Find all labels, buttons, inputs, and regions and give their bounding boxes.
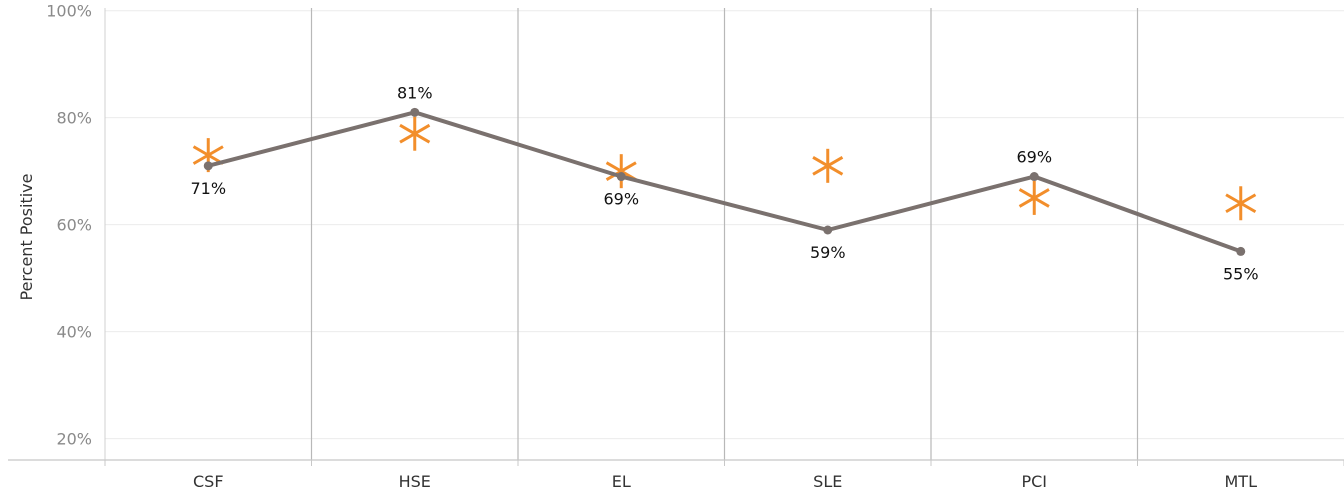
- line-point: [203, 161, 213, 171]
- x-tick-labels: CSF HSE EL SLE PCI MTL: [193, 472, 1257, 491]
- data-label: 69%: [603, 190, 639, 209]
- data-label: 81%: [397, 83, 433, 102]
- asterisk-point: [1225, 186, 1257, 221]
- line-point: [1029, 172, 1039, 182]
- series-asterisk-markers: [192, 116, 1257, 221]
- line-point: [823, 225, 833, 235]
- line-point: [410, 107, 420, 117]
- series-line-path: [207, 110, 1242, 254]
- x-tick-label: HSE: [399, 472, 431, 491]
- data-labels: 71% 81% 69% 59% 69% 55%: [190, 83, 1258, 283]
- line-point: [616, 172, 626, 182]
- x-tick-label: MTL: [1225, 472, 1258, 491]
- asterisk-point: [605, 154, 637, 189]
- y-tick-labels: 20% 40% 60% 80% 100%: [46, 2, 92, 449]
- y-tick-label: 80%: [56, 109, 92, 128]
- series-line: [203, 107, 1246, 256]
- asterisk-point: [1018, 180, 1050, 215]
- axes: [8, 8, 1344, 466]
- asterisk-point: [399, 116, 431, 151]
- y-tick-label: 60%: [56, 216, 92, 235]
- x-tick-label: EL: [612, 472, 631, 491]
- category-dividers: [310, 8, 1139, 460]
- data-label: 71%: [190, 179, 226, 198]
- asterisk-point: [812, 148, 844, 183]
- line-point: [1236, 246, 1246, 256]
- x-tick-label: SLE: [813, 472, 842, 491]
- data-label: 59%: [810, 243, 846, 262]
- y-tick-label: 40%: [56, 323, 92, 342]
- x-tick-label: CSF: [193, 472, 224, 491]
- y-axis-label: Percent Positive: [17, 174, 36, 301]
- y-tick-label: 20%: [56, 430, 92, 449]
- data-label: 69%: [1016, 148, 1052, 167]
- y-tick-label: 100%: [46, 2, 92, 21]
- x-tick-label: PCI: [1021, 472, 1047, 491]
- data-label: 55%: [1223, 264, 1259, 283]
